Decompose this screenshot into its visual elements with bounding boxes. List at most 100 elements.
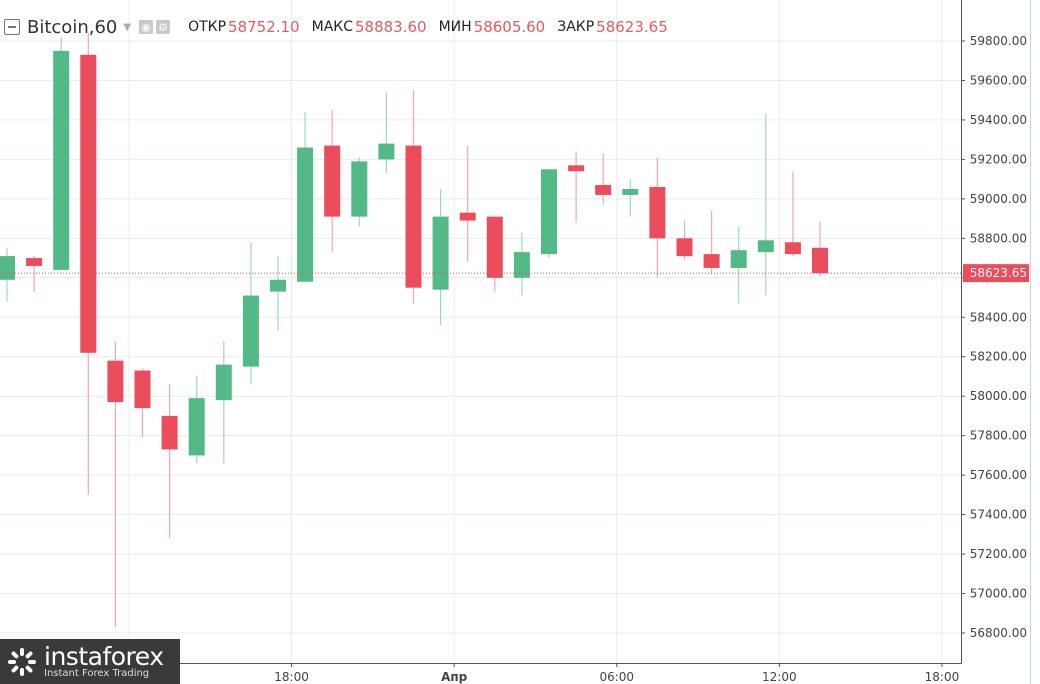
candle[interactable] bbox=[0, 248, 15, 302]
candle[interactable] bbox=[215, 340, 232, 464]
price-tick-label: 59800.00 bbox=[970, 34, 1027, 48]
candle-body bbox=[595, 185, 612, 195]
candle[interactable] bbox=[730, 226, 747, 304]
candle-body bbox=[812, 247, 828, 274]
candle[interactable] bbox=[568, 151, 585, 223]
price-tick-label: 58800.00 bbox=[970, 231, 1027, 245]
instaforex-mark-icon bbox=[8, 647, 36, 676]
candle[interactable] bbox=[757, 114, 774, 296]
time-tick-label: 18:00 bbox=[274, 670, 309, 684]
price-tick-label: 59000.00 bbox=[970, 192, 1027, 206]
current-price-label: 58623.65 bbox=[970, 266, 1027, 280]
time-tick-label: Апр bbox=[441, 670, 468, 684]
low-value: 58605.60 bbox=[473, 18, 546, 36]
candle-body bbox=[676, 238, 693, 257]
candle[interactable] bbox=[784, 171, 801, 257]
candle-body bbox=[784, 242, 801, 255]
candle[interactable] bbox=[595, 153, 612, 205]
candle-body bbox=[378, 143, 395, 160]
symbol-separator: , bbox=[88, 16, 95, 38]
candle[interactable] bbox=[270, 256, 286, 332]
candle[interactable] bbox=[107, 340, 124, 628]
candle-body bbox=[703, 254, 720, 268]
price-tick-label: 57200.00 bbox=[970, 547, 1027, 561]
candle-body bbox=[80, 54, 97, 353]
candle[interactable] bbox=[703, 210, 720, 274]
candles[interactable] bbox=[0, 33, 828, 628]
price-badge-bg bbox=[963, 264, 1029, 283]
candle-body bbox=[53, 50, 70, 270]
eye-icon[interactable]: ◉ bbox=[139, 20, 154, 34]
candle-body bbox=[486, 216, 503, 278]
candle[interactable] bbox=[26, 256, 43, 292]
candle-body bbox=[622, 189, 639, 195]
candle-body bbox=[757, 240, 774, 253]
candle[interactable] bbox=[541, 169, 557, 259]
current-price-badge: 58623.65 bbox=[963, 264, 1029, 283]
candle[interactable] bbox=[486, 216, 503, 292]
time-tick-label: 06:00 bbox=[599, 670, 634, 684]
candle[interactable] bbox=[188, 376, 205, 464]
legend-tools: ◉ ⚙ bbox=[139, 20, 173, 34]
candle[interactable] bbox=[513, 232, 530, 296]
candle[interactable] bbox=[161, 384, 178, 539]
candle-body bbox=[459, 212, 476, 221]
price-axis[interactable]: 56800.00 57000.00 57200.00 57400.00 57600.00… bbox=[961, 0, 1031, 684]
candle-body bbox=[324, 145, 341, 217]
price-tick-label: 58000.00 bbox=[970, 389, 1027, 403]
open-label: ОТКР bbox=[188, 19, 227, 35]
time-tick-label: 18:00 bbox=[925, 670, 960, 684]
candle[interactable] bbox=[351, 157, 368, 227]
candle[interactable] bbox=[432, 189, 449, 326]
candle-body bbox=[432, 216, 449, 290]
candle[interactable] bbox=[676, 220, 693, 261]
candle[interactable] bbox=[324, 110, 341, 253]
candle[interactable] bbox=[378, 92, 395, 174]
price-tick-label: 58400.00 bbox=[970, 310, 1027, 324]
candle-body bbox=[0, 256, 15, 280]
candle-body bbox=[242, 295, 259, 367]
candle-body bbox=[351, 161, 368, 217]
price-tick-label: 59400.00 bbox=[970, 113, 1027, 127]
candle-body bbox=[541, 169, 557, 255]
price-tick-label: 57400.00 bbox=[970, 508, 1027, 522]
candle-body bbox=[215, 364, 232, 401]
price-tick-label: 58200.00 bbox=[970, 350, 1027, 364]
candle[interactable] bbox=[134, 368, 151, 438]
candle-body bbox=[405, 145, 422, 288]
candle-body bbox=[297, 147, 314, 282]
candle-body bbox=[568, 165, 585, 172]
candle[interactable] bbox=[812, 221, 828, 277]
candle[interactable] bbox=[297, 112, 314, 282]
candle[interactable] bbox=[622, 179, 639, 217]
high-value: 58883.60 bbox=[354, 18, 427, 36]
candle-body bbox=[513, 252, 530, 278]
candle[interactable] bbox=[405, 90, 422, 304]
candle-body bbox=[134, 370, 151, 409]
chevron-down-icon[interactable]: ▼ bbox=[123, 21, 132, 33]
interval-value[interactable]: 60 bbox=[94, 16, 118, 38]
candle[interactable] bbox=[80, 33, 97, 495]
candle-body bbox=[188, 398, 205, 456]
chart-legend: Bitcoin, 60 ▼ ◉ ⚙ ОТКР 58752.10 МАКС 58883… bbox=[4, 14, 668, 40]
high-label: МАКС bbox=[311, 19, 353, 35]
candle-body bbox=[161, 415, 178, 450]
candle[interactable] bbox=[459, 145, 476, 263]
collapse-icon[interactable] bbox=[4, 19, 20, 35]
low-label: МИН bbox=[438, 19, 472, 35]
candle-body bbox=[730, 250, 747, 268]
grid-lines bbox=[0, 0, 961, 663]
candle[interactable] bbox=[649, 157, 666, 278]
logo-name: instaforex bbox=[44, 641, 164, 671]
price-tick-label: 56800.00 bbox=[970, 626, 1027, 640]
open-value: 58752.10 bbox=[228, 18, 300, 36]
candle[interactable] bbox=[242, 242, 259, 385]
symbol-name[interactable]: Bitcoin bbox=[27, 16, 89, 38]
gear-icon[interactable]: ⚙ bbox=[156, 20, 171, 34]
time-tick-label: 12:00 bbox=[762, 670, 797, 684]
candle[interactable] bbox=[53, 37, 70, 270]
candle-body bbox=[26, 258, 43, 266]
price-tick-label: 57800.00 bbox=[970, 429, 1027, 443]
price-tick-label: 57000.00 bbox=[970, 587, 1027, 601]
